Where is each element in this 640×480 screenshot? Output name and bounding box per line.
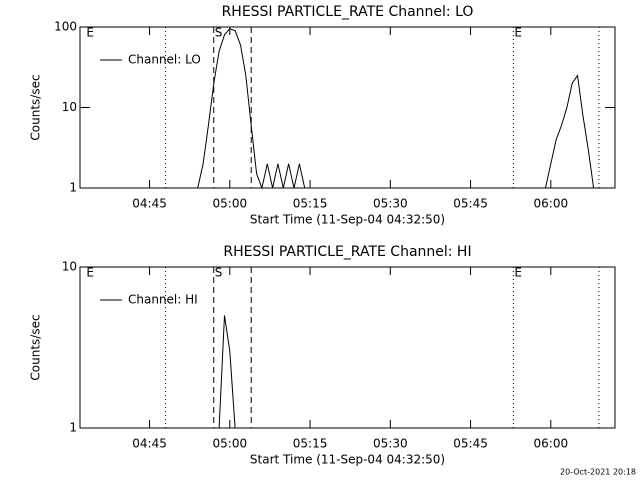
- y-tick-label: 1: [69, 181, 77, 195]
- y-axis-label: Counts/sec: [29, 74, 43, 140]
- x-tick-label: 05:15: [293, 437, 328, 451]
- event-label: E: [86, 266, 94, 280]
- plot-frame: [79, 266, 616, 429]
- x-axis-label: Start Time (11-Sep-04 04:32:50): [250, 213, 445, 227]
- event-label: E: [514, 266, 522, 280]
- y-tick-label: 1: [69, 421, 77, 435]
- event-label: S: [215, 26, 223, 40]
- x-tick-label: 05:00: [213, 437, 248, 451]
- y-tick-label: 100: [54, 20, 77, 34]
- footer: 20-Oct-2021 20:18: [560, 468, 636, 477]
- x-axis-label: Start Time (11-Sep-04 04:32:50): [250, 453, 445, 467]
- event-label: E: [514, 26, 522, 40]
- chart-title: RHESSI PARTICLE_RATE Channel: LO: [222, 4, 474, 20]
- y-tick-label: 10: [62, 260, 77, 274]
- event-label: E: [86, 26, 94, 40]
- x-tick-label: 05:00: [213, 197, 248, 211]
- event-label: S: [215, 266, 223, 280]
- x-tick-label: 06:00: [534, 437, 569, 451]
- x-tick-label: 05:45: [453, 197, 488, 211]
- chart-title: RHESSI PARTICLE_RATE Channel: HI: [223, 244, 471, 260]
- plot-frame: [79, 26, 616, 189]
- data-line: [197, 28, 595, 190]
- y-axis-label: Counts/sec: [29, 314, 43, 380]
- x-tick-label: 05:30: [373, 437, 408, 451]
- x-tick-label: 04:45: [132, 197, 167, 211]
- x-tick-label: 06:00: [534, 197, 569, 211]
- x-tick-label: 05:45: [453, 437, 488, 451]
- x-tick-label: 04:45: [132, 437, 167, 451]
- x-tick-label: 05:15: [293, 197, 328, 211]
- legend-label: Channel: HI: [128, 293, 198, 307]
- y-tick-label: 10: [62, 100, 77, 114]
- legend-label: Channel: LO: [128, 53, 201, 67]
- data-line: [218, 315, 236, 429]
- x-tick-label: 05:30: [373, 197, 408, 211]
